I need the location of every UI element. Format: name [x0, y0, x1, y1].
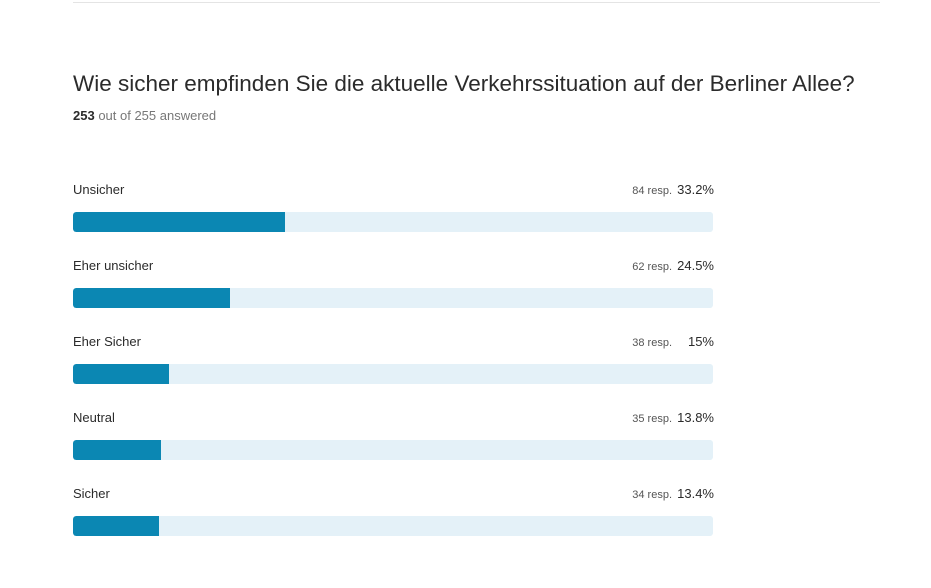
bar-track	[73, 212, 713, 232]
question-title: Wie sicher empfinden Sie die aktuelle Ve…	[73, 71, 855, 96]
bar-fill	[73, 440, 162, 460]
option-stats: 38 resp. 15%	[632, 334, 714, 351]
bar-fill	[73, 288, 230, 308]
answered-count: 253	[73, 108, 95, 123]
bar-fill	[73, 364, 169, 384]
option-label: Unsicher	[73, 182, 125, 197]
option-stats: 84 resp. 33.2%	[632, 182, 714, 199]
bar-track	[73, 440, 713, 460]
option-stats: 35 resp. 13.8%	[632, 410, 714, 427]
answer-summary: 253 out of 255 answered	[73, 108, 216, 124]
result-row: Eher unsicher 62 resp. 24.5%	[73, 258, 714, 334]
bar-track	[73, 288, 713, 308]
bar-track	[73, 516, 713, 536]
response-count: 34 resp.	[632, 489, 672, 501]
response-percent: 13.4%	[677, 486, 714, 501]
result-row: Sicher 34 resp. 13.4%	[73, 486, 714, 562]
response-percent: 33.2%	[677, 182, 714, 197]
response-percent: 24.5%	[677, 258, 714, 273]
option-label: Eher Sicher	[73, 334, 141, 349]
bar-fill	[73, 516, 159, 536]
bar-fill	[73, 212, 286, 232]
results-chart: Unsicher 84 resp. 33.2% Eher unsicher 62 …	[73, 182, 714, 562]
option-stats: 34 resp. 13.4%	[632, 486, 714, 503]
option-label: Neutral	[73, 410, 115, 425]
response-percent: 15%	[687, 334, 714, 349]
response-count: 62 resp.	[632, 261, 672, 273]
response-percent: 13.8%	[677, 410, 714, 425]
top-divider	[73, 2, 880, 3]
option-label: Sicher	[73, 486, 110, 501]
bar-track	[73, 364, 713, 384]
answered-suffix: out of 255 answered	[94, 108, 217, 123]
response-count: 84 resp.	[632, 185, 672, 197]
option-stats: 62 resp. 24.5%	[632, 258, 714, 275]
result-row: Neutral 35 resp. 13.8%	[73, 410, 714, 486]
response-count: 35 resp.	[632, 413, 672, 425]
result-row: Unsicher 84 resp. 33.2%	[73, 182, 714, 258]
option-label: Eher unsicher	[73, 258, 154, 273]
result-row: Eher Sicher 38 resp. 15%	[73, 334, 714, 410]
response-count: 38 resp.	[632, 337, 672, 349]
